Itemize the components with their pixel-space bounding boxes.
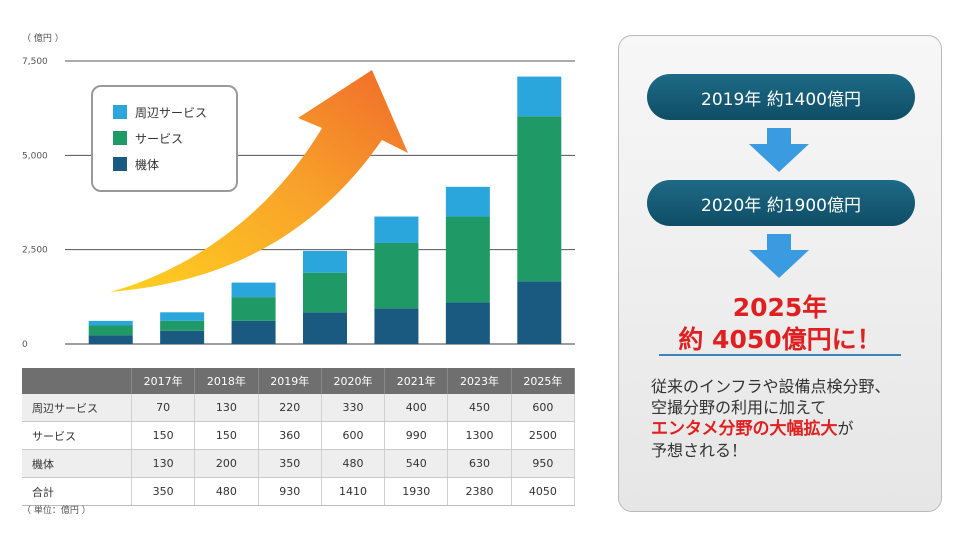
desc-tail: が: [837, 419, 854, 438]
desc-line-4: 予想される！: [651, 441, 748, 460]
table-col-header: 2018年: [194, 368, 259, 394]
table-cell: 930: [258, 477, 322, 506]
desc-line-3: エンタメ分野の大幅拡大が: [651, 418, 921, 440]
table-row: 周辺サービス 70 130 220 330 400 450 600: [22, 394, 576, 422]
table-cell: 2500: [511, 421, 576, 450]
bar-segment: [374, 242, 419, 309]
table-row: 合計 350 480 930 1410 1930 2380 4050: [22, 477, 576, 506]
desc-highlight: エンタメ分野の大幅拡大: [651, 419, 838, 439]
table-cell: 350: [131, 477, 196, 506]
table-cell: 220: [258, 394, 322, 422]
legend-swatch-service: [113, 131, 127, 145]
bar-segment: [231, 282, 276, 298]
bar-segment: [160, 320, 205, 331]
bar-segment: [88, 320, 133, 326]
y-tick-label: 7,500: [22, 57, 48, 67]
table-header-row: 2017年 2018年 2019年 2020年 2021年 2023年 2025年: [22, 368, 576, 394]
table-cell: 540: [384, 449, 449, 478]
table-cell: 950: [511, 449, 576, 478]
legend-label-body: 機体: [135, 157, 159, 172]
table-cell: 360: [258, 421, 322, 450]
table-cell: 480: [194, 477, 259, 506]
bar-segment: [88, 335, 133, 344]
growth-arrow: [110, 70, 408, 292]
table-row: 機体 130 200 350 480 540 630 950: [22, 449, 576, 478]
table-cell: 480: [321, 449, 386, 478]
bar-chart: 0 2,500 5,000 7,500 周辺サービス サービス 機体 （ 億円 ）: [0, 0, 600, 360]
table-col-header: 2021年: [384, 368, 449, 394]
table-cell: 200: [194, 449, 259, 478]
y-tick-label: 0: [22, 340, 28, 350]
legend-label-periph: 周辺サービス: [135, 106, 207, 120]
bar-segment: [88, 325, 133, 336]
y-tick-label: 5,000: [22, 151, 48, 161]
table-cell: 330: [321, 394, 386, 422]
bar-segment: [303, 312, 347, 344]
forecast-amount: 約 4050億円に！: [678, 325, 882, 354]
data-table: 2017年 2018年 2019年 2020年 2021年 2023年 2025年 周辺サー…: [22, 368, 576, 506]
bar-segment: [231, 297, 276, 321]
table-cell: 600: [321, 421, 386, 450]
table-corner: [22, 368, 132, 394]
bar-segment: [517, 116, 562, 282]
table-col-header: 2017年: [131, 368, 196, 394]
table-cell: 990: [384, 421, 449, 450]
table-cell: 2380: [447, 477, 512, 506]
table-cell: 400: [384, 394, 449, 422]
table-row: サービス 150 150 360 600 990 1300 2500: [22, 421, 576, 450]
step-2020-pill: 2020年 約1900億円: [647, 180, 915, 226]
table-cell: 1410: [321, 477, 386, 506]
table-col-header: 2020年: [321, 368, 386, 394]
legend-label-service: サービス: [135, 132, 183, 146]
table-cell: 150: [194, 421, 259, 450]
divider: [659, 354, 901, 356]
bar-segment: [303, 272, 347, 313]
unit-note: （ 単位：億円 ）: [22, 506, 91, 516]
desc-line-1: 従来のインフラや設備点検分野、: [651, 377, 891, 396]
table-cell: 630: [447, 449, 512, 478]
bar-segment: [231, 320, 276, 344]
table-row-label: 合計: [22, 477, 132, 506]
table-cell: 4050: [511, 477, 576, 506]
table-row-label: 機体: [22, 449, 132, 478]
table-col-header: 2019年: [258, 368, 322, 394]
table-cell: 150: [131, 421, 196, 450]
table-cell: 130: [131, 449, 196, 478]
bar-segment: [303, 250, 347, 273]
bar-segment: [374, 308, 419, 344]
down-arrow-icon: [749, 128, 809, 172]
table-cell: 70: [131, 394, 196, 422]
table-col-header: 2023年: [447, 368, 512, 394]
down-arrow-icon: [749, 234, 809, 278]
legend-swatch-body: [113, 157, 127, 171]
description: 従来のインフラや設備点検分野、 空撮分野の利用に加えて エンタメ分野の大幅拡大が…: [651, 376, 921, 461]
y-tick-label: 2,500: [22, 246, 48, 256]
y-unit-label: （ 億円 ）: [22, 32, 64, 44]
table-cell: 1300: [447, 421, 512, 450]
bar-segment: [374, 216, 419, 243]
table-cell: 130: [194, 394, 259, 422]
table-cell: 600: [511, 394, 576, 422]
bar-segment: [160, 330, 205, 344]
bar-segment: [517, 76, 562, 117]
legend-swatch-periph: [113, 105, 127, 119]
table-row-label: サービス: [22, 421, 132, 450]
summary-panel: 2019年 約1400億円 2020年 約1900億円 2025年 約 4050…: [618, 35, 942, 512]
table-cell: 350: [258, 449, 322, 478]
table-cell: 450: [447, 394, 512, 422]
table-row-label: 周辺サービス: [22, 394, 132, 422]
bar-segment: [445, 302, 490, 344]
forecast-year: 2025年: [732, 293, 828, 322]
step-2019-pill: 2019年 約1400億円: [647, 74, 915, 120]
table-col-header: 2025年: [511, 368, 576, 394]
bar-segment: [445, 216, 490, 303]
desc-line-2: 空撮分野の利用に加えて: [651, 398, 827, 417]
legend: 周辺サービス サービス 機体: [91, 85, 238, 192]
table-cell: 1930: [384, 477, 449, 506]
chart-svg: 0 2,500 5,000 7,500 周辺サービス サービス 機体 （ 億円 ）: [22, 32, 575, 350]
bar-segment: [517, 281, 562, 344]
bar-segment: [160, 312, 205, 321]
bar-segment: [445, 186, 490, 217]
